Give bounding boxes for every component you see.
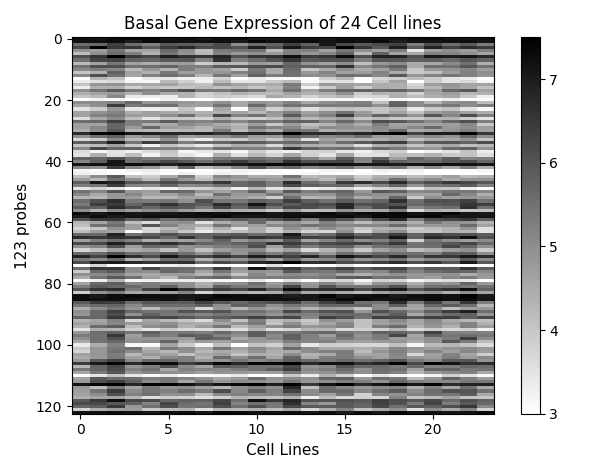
Y-axis label: 123 probes: 123 probes — [15, 183, 30, 269]
Title: Basal Gene Expression of 24 Cell lines: Basal Gene Expression of 24 Cell lines — [124, 15, 442, 33]
X-axis label: Cell Lines: Cell Lines — [246, 443, 320, 458]
